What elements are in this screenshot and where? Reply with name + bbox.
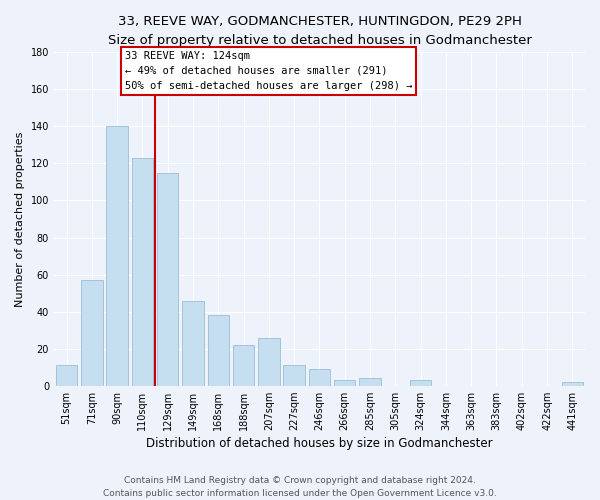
Bar: [106, 126, 128, 386]
Y-axis label: Number of detached properties: Number of detached properties: [15, 132, 25, 306]
Bar: [359, 378, 381, 386]
Bar: [56, 366, 77, 386]
Title: 33, REEVE WAY, GODMANCHESTER, HUNTINGDON, PE29 2PH
Size of property relative to : 33, REEVE WAY, GODMANCHESTER, HUNTINGDON…: [107, 15, 532, 47]
Text: Contains HM Land Registry data © Crown copyright and database right 2024.
Contai: Contains HM Land Registry data © Crown c…: [103, 476, 497, 498]
Bar: [334, 380, 355, 386]
Bar: [410, 380, 431, 386]
Bar: [233, 345, 254, 386]
Bar: [157, 172, 178, 386]
Bar: [258, 338, 280, 386]
Text: 33 REEVE WAY: 124sqm
← 49% of detached houses are smaller (291)
50% of semi-deta: 33 REEVE WAY: 124sqm ← 49% of detached h…: [125, 51, 412, 90]
Bar: [81, 280, 103, 386]
Bar: [283, 366, 305, 386]
X-axis label: Distribution of detached houses by size in Godmanchester: Distribution of detached houses by size …: [146, 437, 493, 450]
Bar: [562, 382, 583, 386]
Bar: [182, 300, 204, 386]
Bar: [309, 369, 330, 386]
Bar: [208, 316, 229, 386]
Bar: [131, 158, 153, 386]
